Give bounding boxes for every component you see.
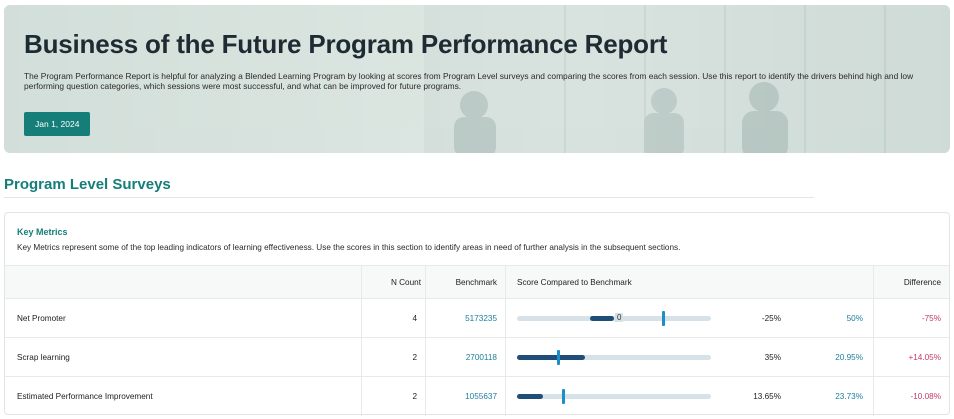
score-bar-chart: 0 [505,299,725,337]
score-bar-track [517,355,711,360]
page-title: Business of the Future Program Performan… [24,29,668,59]
score-bar-track [517,316,711,321]
difference-value: -75% [921,313,941,323]
table-header: N Count Benchmark Score Compared to Benc… [5,265,949,299]
score-bar-fill [517,394,544,399]
benchmark-value[interactable]: 2700118 [465,352,497,362]
benchmark-marker [562,389,566,404]
benchmark-marker [556,350,560,365]
table-row: Estimated Performance Improvement 2 1055… [5,377,949,416]
difference-value: -10.08% [910,392,942,401]
metric-name: Scrap learning [17,352,70,362]
n-count-value: 4 [412,313,417,323]
difference-value: +14.05% [908,352,941,362]
column-header-benchmark[interactable]: Benchmark [455,277,497,287]
score-bar-fill [517,355,585,360]
office-background-image [4,5,950,153]
page-description: The Program Performance Report is helpfu… [24,71,914,91]
benchmark-score-value: 50% [846,313,863,323]
benchmark-score-value: 23.73% [835,392,863,401]
benchmark-value[interactable]: 1055637 [465,392,497,401]
n-count-value: 2 [412,352,417,362]
score-value: 13.65% [753,392,781,401]
section-divider [4,197,814,198]
n-count-value: 2 [412,392,417,401]
score-value: -25% [761,313,781,323]
section-title: Program Level Surveys [4,176,171,193]
column-header-difference[interactable]: Difference [903,277,941,287]
score-bar-chart [505,377,725,416]
column-header-n-count[interactable]: N Count [390,277,421,287]
key-metrics-title: Key Metrics [17,227,68,237]
key-metrics-card: Key Metrics Key Metrics represent some o… [4,212,950,416]
metric-name: Estimated Performance Improvement [17,392,153,401]
report-header-banner: Business of the Future Program Performan… [4,5,950,153]
benchmark-value[interactable]: 5173235 [465,313,497,323]
metric-name: Net Promoter [17,313,66,323]
benchmark-marker [661,311,665,326]
score-bar-track [517,394,711,399]
benchmark-score-value: 20.95% [835,352,863,362]
column-header-score-compared[interactable]: Score Compared to Benchmark [517,277,632,287]
score-value: 35% [764,352,781,362]
score-bar-fill [589,316,614,321]
table-row: Net Promoter 4 5173235 0 -25% 50% -75% [5,299,949,338]
table-row: Scrap learning 2 2700118 35% 20.95% +14.… [5,338,949,377]
key-metrics-description: Key Metrics represent some of the top le… [17,243,681,252]
date-filter-button[interactable]: Jan 1, 2024 [24,112,91,136]
score-bar-chart [505,338,725,376]
zero-axis-label: 0 [615,313,624,322]
